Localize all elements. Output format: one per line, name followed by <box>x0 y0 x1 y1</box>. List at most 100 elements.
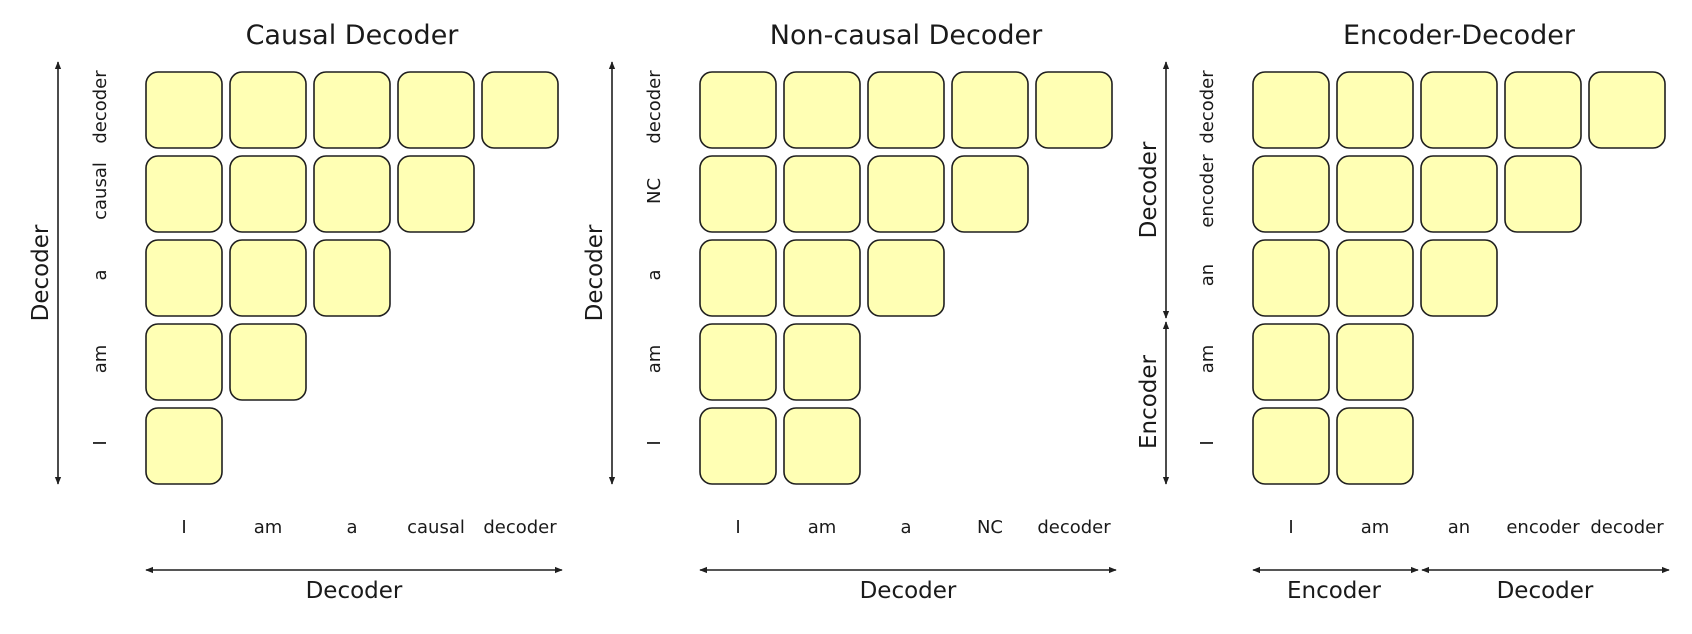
y-token-labels: I am a causal decoder <box>90 70 111 446</box>
attention-cell <box>313 71 391 149</box>
x-axis-label-encoder: Encoder <box>1287 578 1382 604</box>
y-token-label: encoder <box>1197 154 1218 228</box>
attention-cell <box>951 71 1029 149</box>
attention-cell <box>1336 407 1414 485</box>
attention-cell <box>1252 239 1330 317</box>
y-token-label: decoder <box>644 70 665 144</box>
attention-cell <box>145 239 223 317</box>
x-token-label: I <box>735 517 740 538</box>
panel-title: Encoder-Decoder <box>1343 20 1576 51</box>
attention-cell <box>699 71 777 149</box>
attention-cell <box>397 71 475 149</box>
attention-cell <box>699 323 777 401</box>
attention-cell <box>1252 71 1330 149</box>
attention-cell <box>1420 239 1498 317</box>
attention-cell <box>867 239 945 317</box>
attention-cell <box>481 71 559 149</box>
x-token-labels: I am a NC decoder <box>735 517 1111 538</box>
attention-cell <box>313 155 391 233</box>
y-token-label: NC <box>644 178 665 204</box>
attention-cell <box>1588 71 1666 149</box>
mask-grid <box>145 71 559 485</box>
x-token-label: a <box>346 517 357 538</box>
x-token-label: am <box>1361 517 1390 538</box>
x-token-label: decoder <box>483 517 557 538</box>
y-token-label: a <box>644 269 665 280</box>
x-token-label: encoder <box>1506 517 1580 538</box>
y-token-label: am <box>644 345 665 374</box>
y-token-label: am <box>90 345 111 374</box>
y-token-label: decoder <box>1197 70 1218 144</box>
x-token-label: decoder <box>1037 517 1111 538</box>
x-token-label: causal <box>407 517 465 538</box>
x-token-labels: I am an encoder decoder <box>1288 517 1664 538</box>
attention-cell <box>397 155 475 233</box>
y-axis-label-decoder: Decoder <box>1136 141 1162 238</box>
attention-cell <box>783 239 861 317</box>
x-token-label: decoder <box>1590 517 1664 538</box>
panel-non-causal-decoder: Non-causal Decoder I am a NC decoder I a… <box>582 20 1117 604</box>
attention-cell <box>867 155 945 233</box>
attention-cell <box>229 155 307 233</box>
x-token-label: NC <box>977 517 1003 538</box>
attention-cell <box>145 323 223 401</box>
x-token-label: I <box>1288 517 1293 538</box>
x-axis-label: Decoder <box>306 578 403 604</box>
attention-cell <box>1252 323 1330 401</box>
x-token-label: am <box>808 517 837 538</box>
attention-cell <box>783 407 861 485</box>
y-axis-label: Decoder <box>28 224 54 321</box>
attention-cell <box>699 239 777 317</box>
attention-cell <box>1504 155 1582 233</box>
attention-cell <box>1420 71 1498 149</box>
attention-cell <box>1252 155 1330 233</box>
mask-grid <box>699 71 1113 485</box>
y-token-labels: I am an encoder decoder <box>1197 70 1218 446</box>
x-token-label: an <box>1448 517 1470 538</box>
y-token-label: I <box>1197 440 1218 445</box>
x-axis-label: Decoder <box>860 578 957 604</box>
attention-cell <box>1336 323 1414 401</box>
panel-title: Non-causal Decoder <box>770 20 1043 51</box>
attention-cell <box>783 155 861 233</box>
panel-causal-decoder: Causal Decoder I am a causal decoder I a… <box>28 20 563 604</box>
attention-cell <box>783 71 861 149</box>
y-token-label: decoder <box>90 70 111 144</box>
panel-title: Causal Decoder <box>246 20 460 51</box>
x-token-labels: I am a causal decoder <box>181 517 557 538</box>
attention-cell <box>699 407 777 485</box>
attention-cell <box>951 155 1029 233</box>
y-axis-label: Decoder <box>582 224 608 321</box>
x-token-label: a <box>900 517 911 538</box>
attention-cell <box>1504 71 1582 149</box>
y-token-label: am <box>1197 345 1218 374</box>
x-axis-label-decoder: Decoder <box>1497 578 1594 604</box>
attention-cell <box>145 407 223 485</box>
attention-cell <box>699 155 777 233</box>
attention-cell <box>783 323 861 401</box>
y-token-label: I <box>644 440 665 445</box>
y-token-labels: I am a NC decoder <box>644 70 665 446</box>
y-token-label: causal <box>90 162 111 220</box>
attention-cell <box>1035 71 1113 149</box>
attention-cell <box>1336 155 1414 233</box>
y-token-label: a <box>90 269 111 280</box>
mask-grid <box>1252 71 1666 485</box>
attention-cell <box>867 71 945 149</box>
attention-cell <box>229 71 307 149</box>
attention-cell <box>313 239 391 317</box>
attention-cell <box>229 239 307 317</box>
attention-cell <box>229 323 307 401</box>
attention-cell <box>1252 407 1330 485</box>
attention-cell <box>145 71 223 149</box>
panel-encoder-decoder: Encoder-Decoder I am an encoder decoder … <box>1136 20 1670 604</box>
attention-cell <box>1420 155 1498 233</box>
attention-cell <box>145 155 223 233</box>
y-token-label: an <box>1197 264 1218 286</box>
x-token-label: am <box>254 517 283 538</box>
attention-cell <box>1336 239 1414 317</box>
y-token-label: I <box>90 440 111 445</box>
x-token-label: I <box>181 517 186 538</box>
attention-cell <box>1336 71 1414 149</box>
